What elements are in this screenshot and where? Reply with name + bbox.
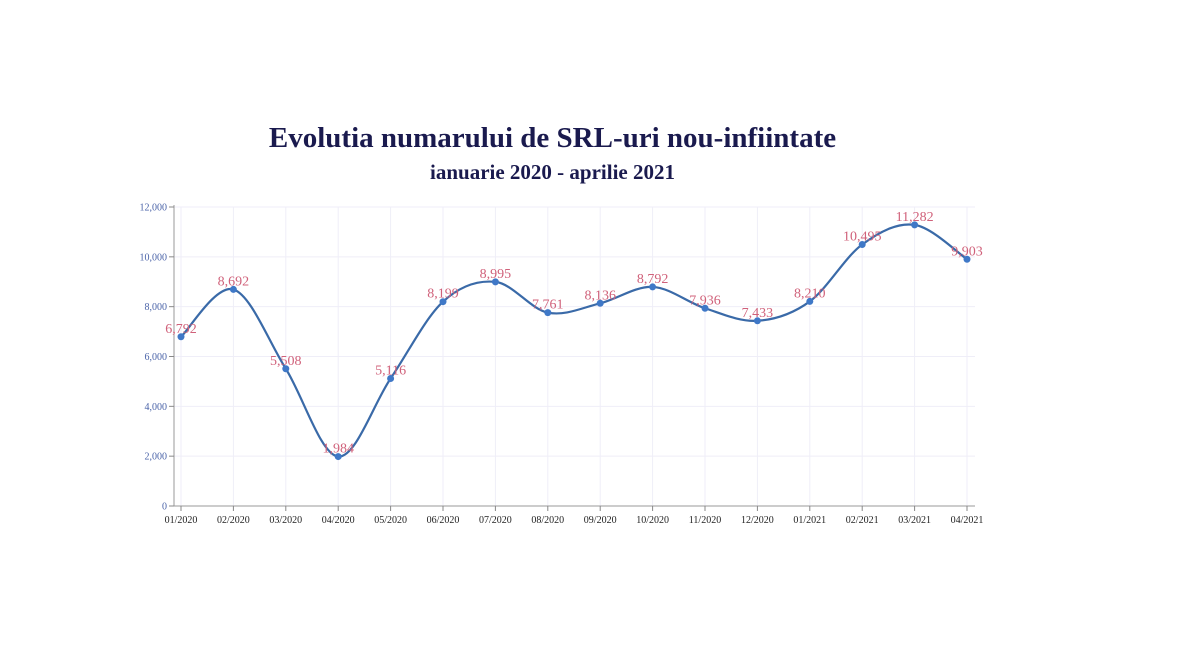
y-tick-label: 8,000	[145, 302, 168, 313]
data-label: 5,508	[270, 354, 302, 369]
data-point	[334, 453, 342, 461]
x-tick-label: 07/2020	[479, 515, 512, 526]
data-point	[596, 299, 604, 307]
y-tick-label: 0	[162, 502, 167, 513]
data-point	[229, 285, 237, 293]
x-axis-ticks: 01/2020 02/2020 03/2020 04/2020 05/2020 06/20…	[165, 506, 984, 526]
y-tick-label: 6,000	[145, 352, 168, 363]
data-point	[544, 309, 552, 317]
x-tick-label: 02/2021	[846, 515, 879, 526]
data-label: 8,792	[637, 272, 669, 287]
data-label: 6,792	[165, 322, 197, 337]
data-label: 7,936	[689, 293, 721, 308]
data-point	[649, 283, 657, 291]
data-label: 11,282	[896, 210, 934, 225]
x-tick-label: 05/2020	[374, 515, 407, 526]
data-point	[858, 240, 866, 248]
data-labels: 6,792 8,692 5,508 1,984 5,116 8,199 8,995 7,761…	[165, 210, 983, 457]
x-tick-label: 03/2021	[898, 515, 931, 526]
y-tick-label: 2,000	[145, 452, 168, 463]
x-tick-label: 10/2020	[636, 515, 669, 526]
data-point	[387, 375, 395, 383]
x-tick-label: 01/2020	[165, 515, 198, 526]
x-tick-label: 04/2021	[951, 515, 984, 526]
chart-subtitle: ianuarie 2020 - aprilie 2021	[430, 160, 675, 184]
data-point	[282, 365, 290, 373]
data-label: 7,761	[532, 298, 564, 313]
x-tick-label: 11/2020	[689, 515, 721, 526]
chart-title: Evolutia numarului de SRL-uri nou-infiin…	[268, 122, 837, 154]
data-point	[177, 333, 185, 341]
x-tick-label: 04/2020	[322, 515, 355, 526]
grid-lines	[174, 206, 975, 506]
data-label: 5,116	[375, 364, 406, 379]
data-markers	[177, 221, 971, 461]
data-point	[491, 278, 499, 286]
y-tick-label: 12,000	[140, 203, 168, 214]
x-tick-label: 02/2020	[217, 515, 250, 526]
data-point	[439, 298, 447, 306]
x-tick-label: 03/2020	[269, 515, 302, 526]
data-label: 8,136	[584, 288, 616, 303]
y-tick-label: 4,000	[145, 402, 168, 413]
data-label: 8,692	[218, 274, 250, 289]
x-tick-label: 09/2020	[584, 515, 617, 526]
x-tick-label: 01/2021	[793, 515, 826, 526]
data-label: 8,210	[794, 286, 826, 301]
data-point	[963, 255, 971, 263]
series-line	[180, 223, 968, 458]
data-point	[806, 297, 814, 305]
data-point	[753, 317, 761, 325]
y-tick-label: 10,000	[140, 252, 168, 263]
data-point	[911, 221, 919, 229]
x-tick-label: 06/2020	[427, 515, 460, 526]
x-tick-label: 08/2020	[531, 515, 564, 526]
data-label: 7,433	[742, 306, 774, 321]
data-label: 9,903	[951, 244, 983, 259]
data-label: 1,984	[322, 442, 354, 457]
data-point	[701, 304, 709, 312]
y-axis-ticks: 0 2,000 4,000 6,000 8,000 10,000 12,000	[140, 203, 174, 513]
data-label: 8,199	[427, 287, 459, 302]
x-tick-label: 12/2020	[741, 515, 774, 526]
data-label: 8,995	[480, 267, 512, 282]
data-label: 10,495	[843, 229, 882, 244]
